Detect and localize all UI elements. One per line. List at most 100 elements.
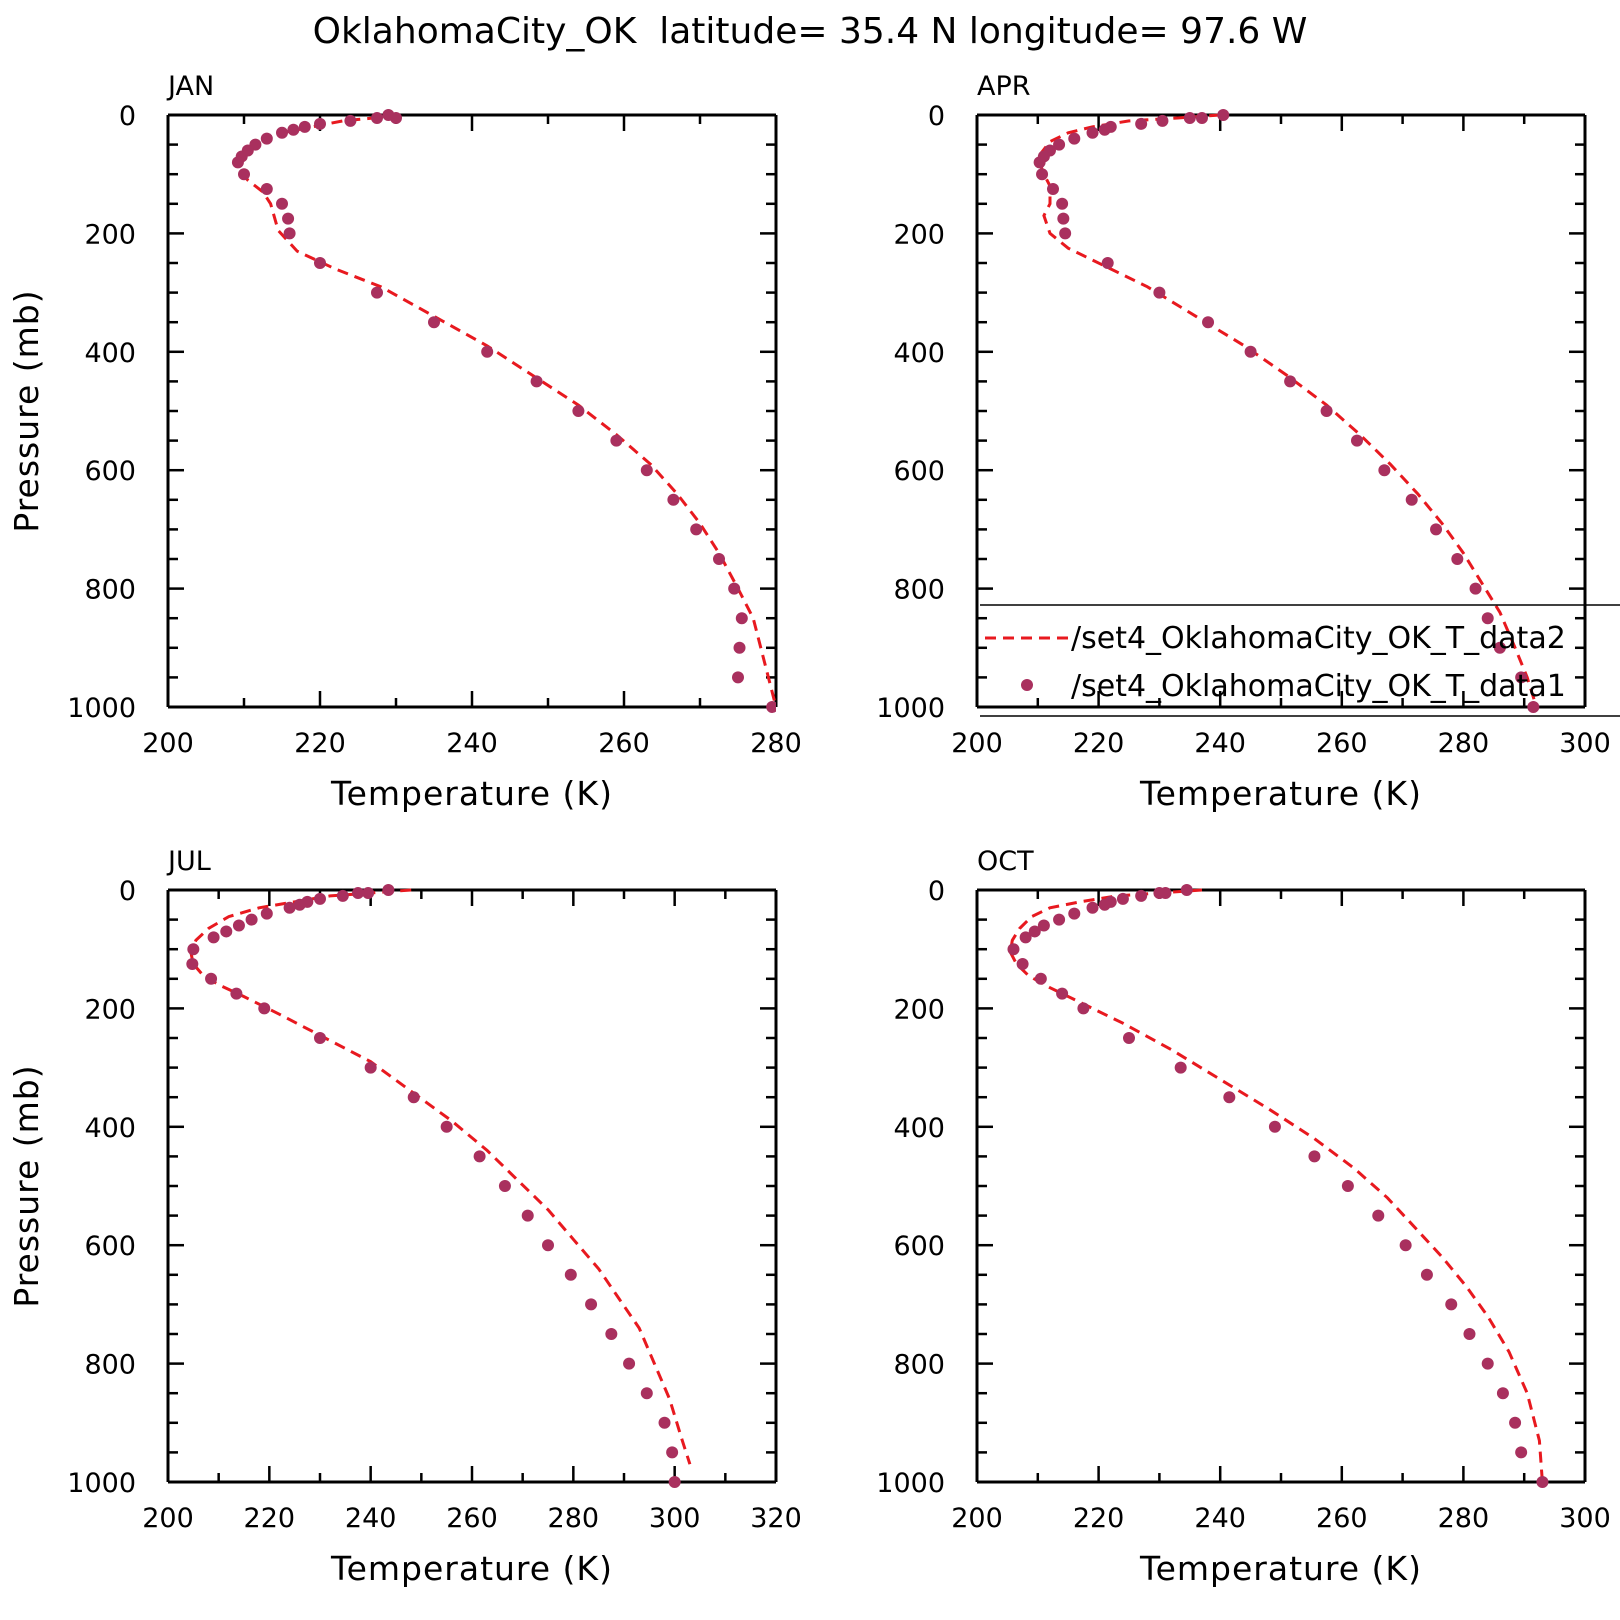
- y-tick-label: 800: [84, 575, 136, 606]
- data-point-data1: [1481, 1357, 1494, 1370]
- y-tick-label: 1000: [67, 1468, 136, 1499]
- data-point-data1: [1202, 316, 1215, 329]
- data-point-data1: [1016, 958, 1029, 970]
- y-tick-label: 200: [84, 994, 136, 1025]
- data-point-data1: [231, 156, 244, 169]
- data-point-data1: [1496, 1387, 1509, 1400]
- legend: /set4_OklahomaCity_OK_T_data2/set4_Oklah…: [980, 604, 1620, 717]
- data-point-data1: [1116, 892, 1129, 905]
- data-point-data1: [1527, 701, 1540, 713]
- figure-title: OklahomaCity_OK latitude= 35.4 N longitu…: [313, 11, 1308, 52]
- data-point-data1: [283, 227, 296, 240]
- y-tick-label: 600: [84, 456, 136, 487]
- data-point-data1: [610, 434, 623, 447]
- panel-label: OCT: [977, 846, 1034, 877]
- y-tick-label: 1000: [876, 693, 945, 724]
- legend-swatch-dot: [1021, 679, 1033, 691]
- data-point-data1: [1217, 109, 1230, 121]
- data-point-data1: [207, 931, 220, 944]
- data-point-data1: [1056, 197, 1069, 210]
- data-point-data1: [187, 943, 200, 956]
- data-point-data1: [585, 1298, 598, 1311]
- data-point-data1: [564, 1268, 577, 1281]
- data-point-data1: [640, 464, 653, 477]
- data-point-data1: [1098, 898, 1111, 911]
- y-tick-label: 800: [84, 1350, 136, 1381]
- data-point-data1: [1244, 345, 1257, 358]
- data-point-data1: [498, 1180, 511, 1192]
- data-point-data1: [314, 257, 326, 269]
- panels-group: 200 220 240 260 280 0 200 400 600 800 1000 JAN Tempe…: [7, 71, 1620, 1588]
- data-point-data1: [314, 1032, 326, 1044]
- data-point-data1: [298, 120, 311, 133]
- x-tick-label: 300: [649, 1503, 701, 1534]
- x-tick-label: 260: [598, 728, 650, 759]
- data-point-data1: [1183, 111, 1196, 124]
- series-line-data2: [1008, 888, 1544, 1483]
- data-point-data1: [1463, 1328, 1476, 1340]
- data-point-data1: [1180, 884, 1193, 896]
- data-point-data1: [1174, 1061, 1187, 1074]
- data-point-data1: [735, 612, 748, 625]
- data-point-data1: [1399, 1239, 1412, 1252]
- data-point-data1: [336, 889, 349, 902]
- data-point-data1: [260, 183, 273, 195]
- data-point-data1: [260, 907, 273, 920]
- plot-area: [1033, 109, 1540, 713]
- data-point-data1: [238, 168, 250, 181]
- data-point-data1: [728, 582, 741, 595]
- data-point-data1: [1320, 405, 1333, 417]
- x-tick-label: 220: [244, 1503, 296, 1534]
- x-tick-label: 240: [446, 728, 498, 759]
- data-point-data1: [1101, 257, 1114, 269]
- x-tick-label: 200: [142, 1503, 194, 1534]
- data-point-data1: [1351, 434, 1363, 447]
- y-tick-label: 200: [893, 219, 945, 250]
- data-point-data1: [205, 972, 218, 985]
- y-tick-label: 600: [84, 1231, 136, 1262]
- data-point-data1: [1493, 641, 1506, 654]
- data-point-data1: [658, 1416, 671, 1429]
- data-point-data1: [1086, 901, 1099, 914]
- data-point-data1: [1308, 1150, 1321, 1163]
- data-point-data1: [1033, 156, 1046, 169]
- plot-area: [231, 109, 776, 713]
- data-point-data1: [1077, 1002, 1090, 1015]
- x-tick-label: 200: [951, 728, 1003, 759]
- series-line-data2: [1038, 113, 1538, 708]
- data-point-data1: [572, 405, 585, 417]
- x-tick-label: 280: [1438, 728, 1490, 759]
- panel-label: JUL: [166, 846, 211, 877]
- x-tick-label: 260: [1316, 1503, 1368, 1534]
- panel-jan: 200 220 240 260 280 0 200 400 600 800 1000 JAN Tempe…: [7, 71, 802, 813]
- data-point-data1: [1057, 212, 1070, 225]
- data-point-data1: [530, 375, 543, 388]
- data-point-data1: [713, 553, 725, 565]
- data-point-data1: [1068, 132, 1081, 145]
- x-axis-label: Temperature (K): [330, 774, 613, 813]
- data-point-data1: [283, 901, 296, 914]
- data-point-data1: [1156, 114, 1169, 127]
- data-point-data1: [1098, 123, 1111, 136]
- data-point-data1: [287, 123, 300, 136]
- data-point-data1: [605, 1328, 618, 1340]
- data-point-data1: [1047, 183, 1059, 195]
- data-point-data1: [232, 919, 245, 932]
- data-point-data1: [1086, 126, 1099, 139]
- data-point-data1: [186, 958, 199, 970]
- x-tick-label: 240: [1194, 1503, 1246, 1534]
- series-line-data2: [189, 888, 692, 1465]
- y-axis-label: Pressure (mb): [7, 1064, 46, 1307]
- data-point-data1: [371, 286, 383, 299]
- x-tick-label: 300: [1559, 1503, 1611, 1534]
- plot-area: [186, 884, 692, 1488]
- data-point-data1: [1153, 886, 1166, 899]
- y-tick-label: 200: [84, 219, 136, 250]
- x-axis-label: Temperature (K): [330, 1549, 613, 1588]
- data-point-data1: [481, 345, 494, 358]
- panel-apr: 200 220 240 260 280 300 0 200 400 600 800 1000 APR Te…: [876, 71, 1610, 813]
- data-point-data1: [1195, 111, 1208, 124]
- x-tick-label: 220: [294, 728, 346, 759]
- data-point-data1: [382, 109, 395, 121]
- y-tick-label: 1000: [67, 693, 136, 724]
